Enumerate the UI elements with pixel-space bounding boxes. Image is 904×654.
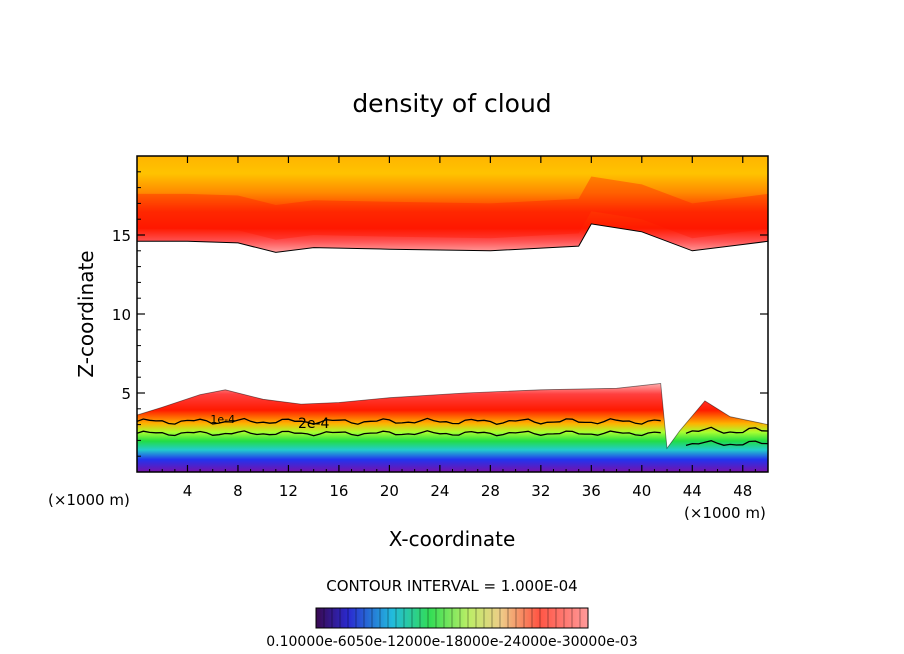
x-unit-left: (×1000 m) (48, 491, 130, 509)
x-tick-label: 28 (481, 482, 500, 500)
x-tick-label: 36 (582, 482, 601, 500)
x-tick-label: 4 (183, 482, 193, 500)
colorbar-ticks (323, 608, 581, 628)
contour-labels: 2e-4 1e-4 (210, 413, 329, 432)
contour-interval: CONTOUR INTERVAL = 1.000E-04 (326, 577, 577, 595)
x-tick-label: 20 (380, 482, 399, 500)
x-tick-label: 12 (279, 482, 298, 500)
x-tick-label: 40 (632, 482, 651, 500)
x-axis-ticks: 4 8 12 16 20 24 28 32 36 40 44 48 (149, 156, 756, 500)
y-axis-label: Z-coordinate (74, 250, 98, 377)
upper-cloud-contour (137, 223, 768, 253)
plot-area: 2e-4 1e-4 (137, 156, 768, 472)
y-tick-label: 10 (112, 306, 131, 324)
colorbar-labels: 0.10000e-6050e-12000e-18000e-24000e-3000… (266, 634, 637, 650)
contour-label: 1e-4 (210, 413, 235, 426)
x-tick-label: 16 (329, 482, 348, 500)
contour-label: 2e-4 (298, 416, 330, 432)
x-tick-label: 24 (430, 482, 449, 500)
x-tick-label: 32 (531, 482, 550, 500)
x-axis-label: X-coordinate (389, 527, 516, 551)
x-unit-right: (×1000 m) (684, 504, 766, 522)
x-tick-label: 8 (233, 482, 243, 500)
contour-line-2e-4 (137, 430, 768, 447)
contour-line-1e-4 (137, 417, 768, 434)
x-tick-label: 44 (683, 482, 702, 500)
y-axis-ticks: 5 10 15 (112, 171, 768, 457)
chart-title: density of cloud (352, 89, 551, 118)
y-tick-label: 5 (121, 385, 131, 403)
lower-cloud-band (137, 383, 768, 472)
upper-cloud-red-core (137, 176, 768, 240)
x-tick-label: 48 (733, 482, 752, 500)
contour-line-lower-top (137, 383, 768, 450)
colorbar (315, 607, 589, 629)
y-tick-label: 15 (112, 227, 131, 245)
upper-cloud-band (137, 156, 768, 253)
